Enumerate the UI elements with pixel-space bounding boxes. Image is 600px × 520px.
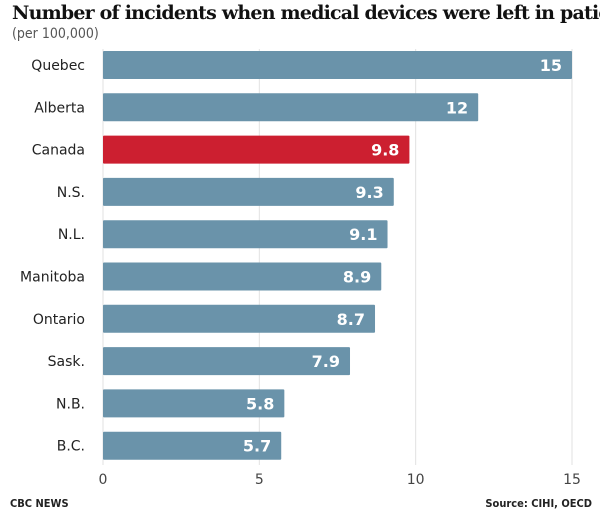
bar-alberta <box>103 93 479 122</box>
bar-nl <box>103 220 388 249</box>
data-label: 8.9 <box>343 268 371 287</box>
category-label: Quebec <box>31 58 85 74</box>
category-label: N.B. <box>56 396 85 412</box>
data-label: 9.3 <box>355 183 383 202</box>
x-tick-label: 5 <box>255 472 264 488</box>
category-label: Canada <box>32 143 85 159</box>
x-tick-label: 10 <box>407 472 425 488</box>
category-label: N.S. <box>57 185 85 201</box>
category-label: Sask. <box>48 354 85 370</box>
data-label: 5.8 <box>246 394 274 413</box>
data-label: 9.8 <box>371 141 399 160</box>
data-label: 5.7 <box>243 437 271 456</box>
data-label: 12 <box>446 98 468 117</box>
category-label: B.C. <box>57 439 85 455</box>
bar-canada <box>103 135 410 164</box>
x-tick-label: 15 <box>563 472 581 488</box>
bar-bc <box>103 431 282 460</box>
data-label: 15 <box>540 56 562 75</box>
data-label: 8.7 <box>337 310 365 329</box>
category-label: Alberta <box>34 100 85 116</box>
chart-subtitle: (per 100,000) <box>12 26 99 42</box>
category-label: Manitoba <box>20 270 85 286</box>
bar-nb <box>103 389 285 418</box>
source: Source: CIHI, OECD <box>485 497 592 510</box>
bar-sask <box>103 347 351 376</box>
data-label: 9.1 <box>349 225 377 244</box>
bar-quebec <box>103 51 572 79</box>
bar-ontario <box>103 304 376 333</box>
bar-manitoba <box>103 262 382 291</box>
category-label: Ontario <box>33 312 85 328</box>
x-tick-label: 0 <box>99 472 108 488</box>
bar-ns <box>103 177 394 206</box>
data-label: 7.9 <box>312 352 340 371</box>
category-label: N.L. <box>58 227 85 243</box>
chart-title: Number of incidents when medical devices… <box>12 2 600 24</box>
credit: CBC NEWS <box>10 497 69 510</box>
